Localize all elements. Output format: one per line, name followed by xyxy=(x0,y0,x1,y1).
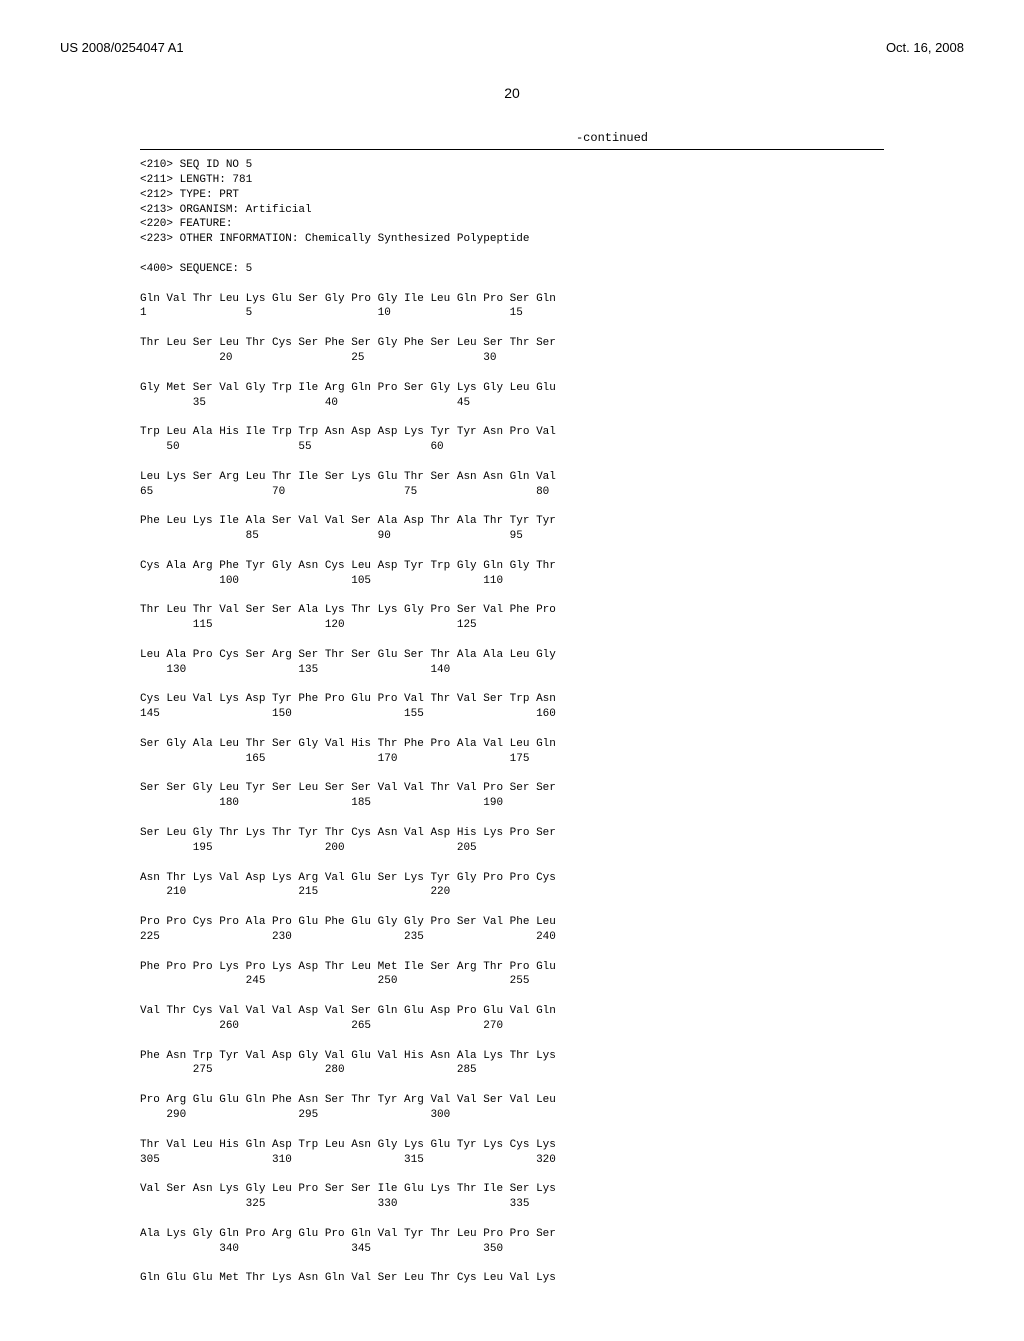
rule-top xyxy=(140,149,884,150)
doc-id: US 2008/0254047 A1 xyxy=(60,40,184,55)
doc-date: Oct. 16, 2008 xyxy=(886,40,964,55)
sequence-listing: <210> SEQ ID NO 5 <211> LENGTH: 781 <212… xyxy=(140,158,884,1301)
page-number: 20 xyxy=(60,85,964,101)
doc-header: US 2008/0254047 A1 Oct. 16, 2008 xyxy=(60,40,964,55)
continued-label: -continued xyxy=(60,131,964,145)
